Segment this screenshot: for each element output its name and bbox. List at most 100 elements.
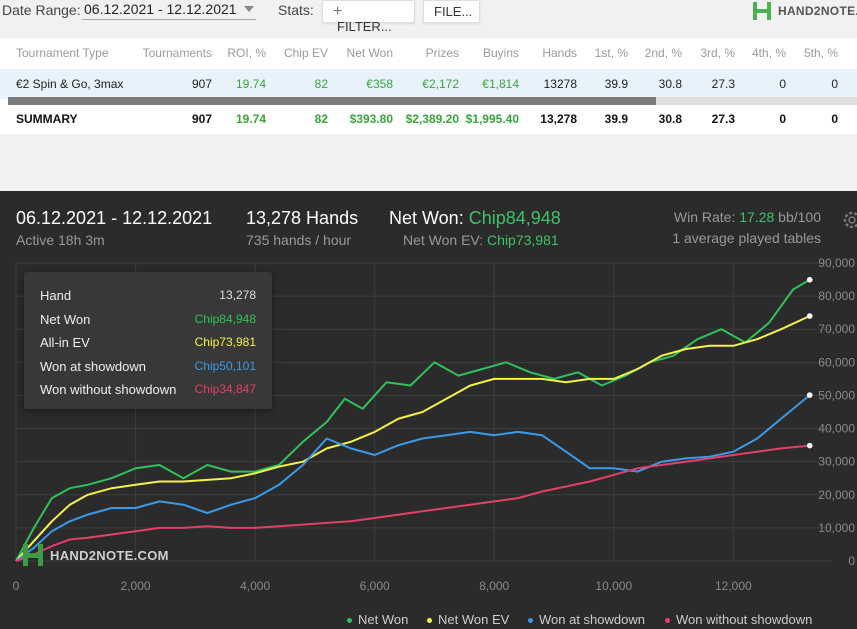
cell-buyins[interactable]: Buyins [482, 46, 519, 60]
x-tick-label: 0 [13, 579, 20, 593]
stats-table: Tournament Type Tournaments ROI, % Chip EV N… [0, 38, 857, 134]
cell-second-pct: 30.8 [658, 112, 682, 126]
file-button[interactable]: FILE... [423, 0, 480, 23]
tooltip-row: Won at showdown Chip50,101 [40, 359, 256, 374]
cell-net-won: $393.80 [349, 112, 393, 126]
cell-roi: 19.74 [235, 77, 266, 91]
cell-chip-ev: 82 [314, 77, 328, 91]
date-range-label: Date Range: [2, 2, 81, 18]
tooltip-label: Won without showdown [40, 382, 177, 397]
y-tick-label: 80,000 [818, 289, 855, 303]
watermark-text: HAND2NOTE.COM [50, 547, 169, 563]
cell-first-pct: 39.9 [604, 77, 628, 91]
y-tick-label: 60,000 [818, 355, 855, 369]
cell-prizes[interactable]: Prizes [425, 46, 459, 60]
win-rate-value: 17.28 [739, 209, 775, 225]
series-end-point [806, 313, 813, 319]
net-won-ev-value: Chip73,981 [487, 232, 559, 248]
legend-label: Won without showdown [676, 612, 813, 627]
legend-label: Won at showdown [539, 612, 645, 627]
series-line-3 [15, 444, 810, 562]
date-range-select[interactable]: 06.12.2021 - 12.12.2021 [82, 0, 256, 20]
y-tick-label: 50,000 [818, 388, 855, 402]
series-line-2 [15, 394, 811, 562]
table-header-row: Tournament Type Tournaments ROI, % Chip EV N… [0, 38, 857, 68]
net-won-label: Net Won: [389, 208, 464, 228]
chevron-down-icon [244, 6, 254, 12]
plus-icon: + [333, 3, 343, 20]
cell-hands: 13278 [543, 77, 577, 91]
period-date-range: 06.12.2021 - 12.12.2021 [16, 208, 213, 228]
cell-tournament-type: €2 Spin & Go, 3max [16, 77, 124, 91]
legend-item[interactable]: Net Won [347, 612, 408, 627]
cell-fifth-pct[interactable]: 5th, % [803, 46, 838, 60]
tooltip-row: All-in EV Chip73,981 [40, 335, 256, 350]
cell-hands: 13,278 [540, 112, 577, 126]
summary-row: SUMMARY 907 19.74 82 $393.80 $2,389.20 $1,995.… [0, 104, 857, 134]
cell-tournaments[interactable]: Tournaments [142, 46, 212, 60]
legend-dot-icon [427, 618, 432, 624]
hands-per-hour: 735 hands / hour [246, 232, 352, 248]
cell-third-pct[interactable]: 3rd, % [700, 46, 735, 60]
cell-buyins: $1,995.40 [465, 112, 519, 126]
series-end-point [806, 276, 813, 283]
cell-net-won: €358 [366, 77, 393, 91]
cell-first-pct[interactable]: 1st, % [594, 46, 628, 60]
cell-tournament-type[interactable]: Tournament Type [16, 46, 109, 60]
legend-item[interactable]: Won at showdown [528, 612, 645, 627]
net-won-value: Chip84,948 [468, 208, 561, 228]
cell-second-pct[interactable]: 2nd, % [644, 46, 682, 60]
graph-panel: 06.12.2021 - 12.12.2021 Active 18h 3m 13… [0, 191, 857, 629]
hand2note-logo-icon [753, 2, 771, 20]
cell-chip-ev[interactable]: Chip EV [283, 46, 328, 60]
tooltip-value: Chip84,948 [194, 311, 256, 326]
cell-hands[interactable]: Hands [542, 46, 577, 60]
date-range-value: 06.12.2021 - 12.12.2021 [84, 1, 237, 17]
cell-fifth-pct: 0 [831, 77, 838, 91]
cell-third-pct: 27.3 [711, 112, 735, 126]
tooltip-row: Won without showdown Chip34,847 [40, 382, 256, 397]
tooltip-row: Hand 13,278 [40, 288, 256, 303]
series-end-point [806, 392, 813, 398]
win-rate-unit: bb/100 [778, 209, 821, 225]
scrollbar-thumb[interactable] [8, 97, 656, 105]
cell-net-won[interactable]: Net Won [346, 46, 393, 60]
x-tick-label: 12,000 [715, 579, 752, 593]
legend-item[interactable]: Net Won EV [427, 612, 509, 627]
table-row[interactable]: €2 Spin & Go, 3max 907 19.74 82 €358 €2,172 €1… [0, 69, 857, 99]
cell-roi[interactable]: ROI, % [227, 46, 266, 60]
net-won-summary: Net Won: Chip84,948 [389, 208, 561, 229]
cell-buyins: €1,814 [482, 77, 519, 91]
y-tick-label: 40,000 [818, 422, 855, 436]
hand2note-logo: HAND2NOTE.C [752, 0, 857, 22]
horizontal-scrollbar[interactable] [8, 97, 857, 105]
tooltip-value: Chip73,981 [194, 335, 256, 349]
logo-text: HAND2NOTE.C [778, 4, 857, 18]
chart-tooltip: Hand 13,278 Net Won Chip84,948 All-in EV Chip… [24, 272, 272, 409]
win-rate: Win Rate: 17.28 bb/100 [674, 209, 821, 225]
hands-count: 13,278 Hands [246, 208, 359, 228]
x-tick-label: 10,000 [595, 579, 632, 593]
tooltip-value: 13,278 [219, 288, 256, 302]
filter-button[interactable]: + FILTER... [322, 0, 415, 34]
y-tick-label: 0 [848, 554, 855, 568]
x-tick-label: 4,000 [240, 579, 270, 593]
hand2note-watermark: HAND2NOTE.COM [22, 541, 169, 569]
series-line-1 [15, 315, 811, 562]
hand2note-watermark-icon [23, 544, 43, 566]
cell-prizes: €2,172 [422, 77, 459, 91]
legend-dot-icon [665, 618, 670, 624]
cell-fourth-pct[interactable]: 4th, % [751, 46, 786, 60]
legend-item[interactable]: Won without showdown [665, 612, 812, 627]
legend-dot-icon [528, 618, 533, 624]
x-tick-label: 6,000 [360, 579, 390, 593]
tooltip-row: Net Won Chip84,948 [40, 312, 256, 327]
cell-fifth-pct: 0 [831, 112, 838, 126]
active-time: Active 18h 3m [16, 232, 105, 248]
win-rate-label: Win Rate: [673, 209, 736, 225]
toolbar: Date Range: 06.12.2021 - 12.12.2021 Stat… [0, 0, 857, 38]
y-tick-label: 10,000 [818, 521, 855, 535]
gear-icon[interactable] [840, 209, 857, 231]
cell-roi: 19.74 [235, 112, 266, 126]
stats-label: Stats: [278, 2, 314, 18]
